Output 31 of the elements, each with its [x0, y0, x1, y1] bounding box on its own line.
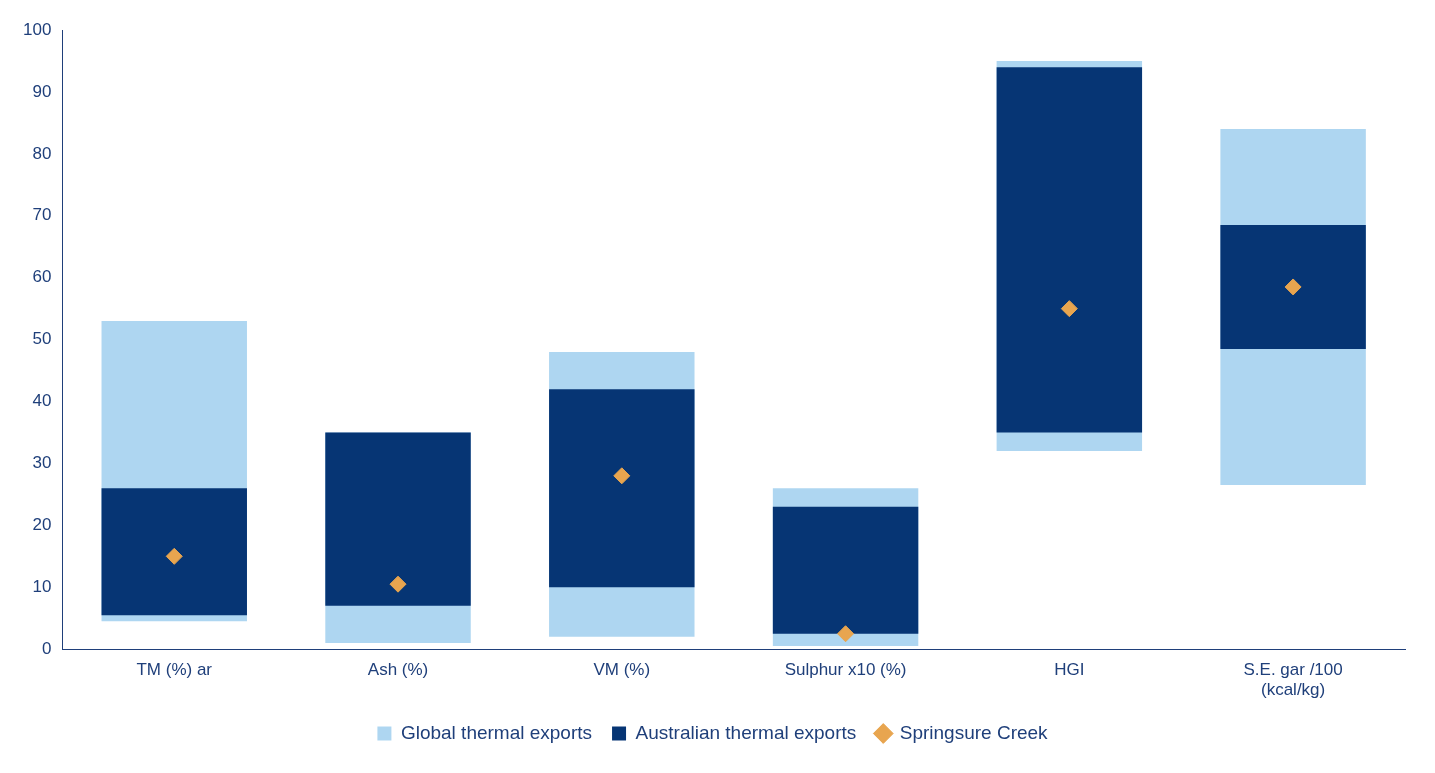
y-tick-label: 20 [32, 515, 52, 535]
point [1284, 278, 1302, 296]
bar [549, 389, 695, 588]
bar [772, 506, 919, 634]
point [613, 467, 631, 485]
x-tick-label: Ash (%) [367, 660, 429, 680]
legend-label: Australian thermal exports [635, 721, 857, 743]
y-tick-label: 10 [32, 576, 52, 596]
bar [325, 432, 471, 606]
x-tick-label: TM (%) ar [136, 660, 213, 680]
bar [101, 488, 247, 616]
y-tick-label: 40 [32, 391, 52, 411]
y-tick-label: 70 [32, 205, 52, 225]
y-tick-label: 80 [32, 143, 52, 163]
legend-label: Global thermal exports [400, 721, 593, 743]
point [837, 625, 855, 643]
y-tick-label: 90 [32, 81, 52, 101]
y-tick-label: 30 [32, 453, 52, 473]
point [1060, 300, 1078, 318]
y-tick-label: 60 [32, 267, 52, 287]
x-tick-label: VM (%) [593, 660, 651, 680]
y-tick-label: 0 [41, 638, 52, 658]
bar [1220, 225, 1366, 349]
point [165, 547, 183, 565]
y-tick-label: 50 [32, 329, 52, 349]
x-tick-label: HGI [1054, 660, 1085, 680]
x-tick-label: Sulphur x10 (%) [784, 660, 907, 680]
y-tick-label: 100 [22, 19, 52, 39]
x-tick-label: S.E. gar /100 (kcal/kg) [1243, 660, 1343, 700]
point [389, 575, 407, 593]
legend-label: Springsure Creek [899, 721, 1049, 743]
